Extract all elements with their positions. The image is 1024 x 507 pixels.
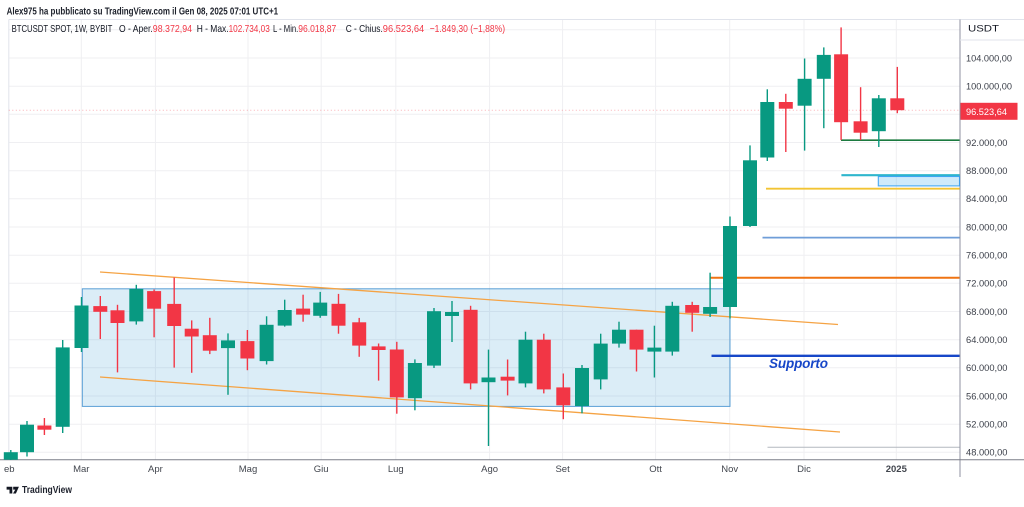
svg-text:Mag: Mag xyxy=(239,464,257,475)
svg-text:98.372,94: 98.372,94 xyxy=(153,24,192,35)
svg-text:2025: 2025 xyxy=(886,464,908,475)
svg-text:Supporto: Supporto xyxy=(769,356,828,371)
svg-text:56.000,00: 56.000,00 xyxy=(966,391,1008,402)
svg-text:68.000,00: 68.000,00 xyxy=(966,307,1008,318)
svg-text:−1.849,30 (−1,88%): −1.849,30 (−1,88%) xyxy=(430,24,505,35)
svg-text:92.000,00: 92.000,00 xyxy=(966,138,1008,149)
svg-text:Alex975 ha pubblicato su Tradi: Alex975 ha pubblicato su TradingView.com… xyxy=(7,6,279,17)
svg-text:TradingView: TradingView xyxy=(22,484,73,496)
svg-text:O - Aper.: O - Aper. xyxy=(119,24,153,35)
svg-text:L - Min.: L - Min. xyxy=(273,24,298,35)
svg-text:96.523,64: 96.523,64 xyxy=(383,24,425,35)
svg-text:84.000,00: 84.000,00 xyxy=(966,194,1008,205)
svg-text:Ott: Ott xyxy=(649,464,662,475)
svg-text:60.000,00: 60.000,00 xyxy=(966,363,1008,374)
svg-text:72.000,00: 72.000,00 xyxy=(966,279,1008,290)
svg-text:Lug: Lug xyxy=(388,464,404,475)
svg-text:eb: eb xyxy=(4,464,15,475)
svg-text:Giu: Giu xyxy=(314,464,329,475)
svg-text:48.000,00: 48.000,00 xyxy=(966,448,1008,459)
svg-text:Nov: Nov xyxy=(721,464,738,475)
svg-text:C - Chius.: C - Chius. xyxy=(346,24,383,35)
svg-text:52.000,00: 52.000,00 xyxy=(966,420,1008,431)
svg-text:102.734,03: 102.734,03 xyxy=(229,24,270,35)
svg-text:Apr: Apr xyxy=(148,464,163,475)
svg-text:104.000,00: 104.000,00 xyxy=(966,53,1012,64)
svg-text:BTCUSDT SPOT, 1W, BYBIT: BTCUSDT SPOT, 1W, BYBIT xyxy=(12,24,113,35)
svg-text:USDT: USDT xyxy=(968,23,999,34)
svg-text:76.000,00: 76.000,00 xyxy=(966,251,1008,262)
svg-text:96.018,87: 96.018,87 xyxy=(298,24,336,35)
svg-text:96.523,64: 96.523,64 xyxy=(966,107,1007,118)
svg-text:100.000,00: 100.000,00 xyxy=(966,82,1012,93)
svg-text:64.000,00: 64.000,00 xyxy=(966,335,1008,346)
svg-text:88.000,00: 88.000,00 xyxy=(966,166,1008,177)
svg-text:Ago: Ago xyxy=(481,464,498,475)
svg-text:Mar: Mar xyxy=(73,464,89,475)
svg-text:H - Max.: H - Max. xyxy=(197,24,229,35)
svg-text:80.000,00: 80.000,00 xyxy=(966,222,1008,233)
svg-text:Dic: Dic xyxy=(797,464,811,475)
svg-text:Set: Set xyxy=(555,464,570,475)
